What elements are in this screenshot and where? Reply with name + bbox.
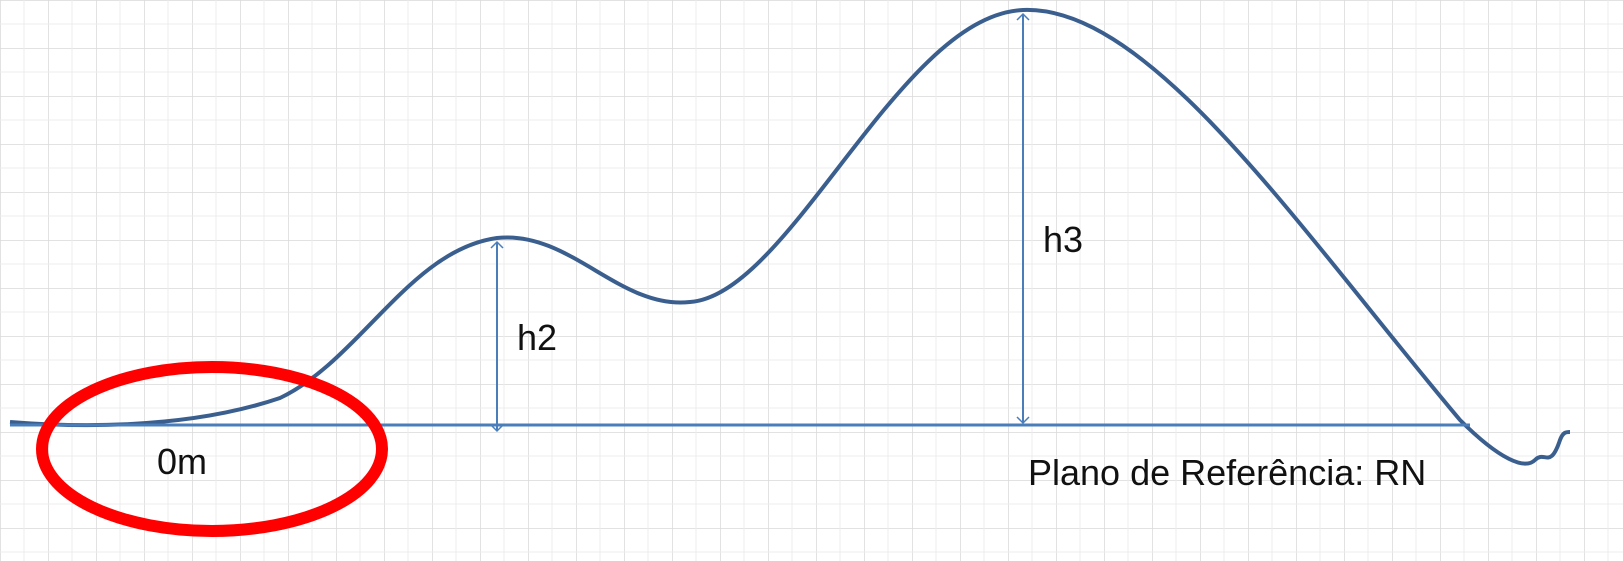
terrain-curve: [9, 7, 1571, 466]
h2-label: h2: [517, 317, 557, 358]
reference-label: Plano de Referência: RN: [1028, 452, 1426, 493]
highlight-ellipse: [36, 361, 388, 537]
h3-label: h3: [1043, 219, 1083, 260]
origin-label: 0m: [157, 441, 207, 482]
